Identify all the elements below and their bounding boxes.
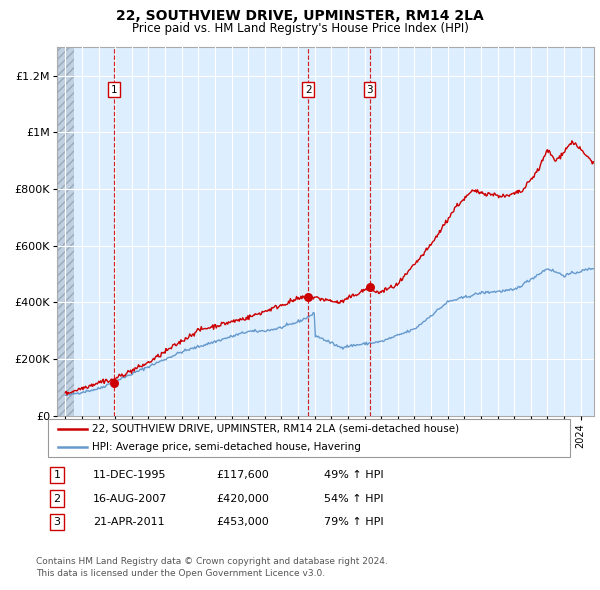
Text: 11-DEC-1995: 11-DEC-1995 xyxy=(93,470,167,480)
Text: £117,600: £117,600 xyxy=(216,470,269,480)
Text: 2: 2 xyxy=(53,494,61,503)
Text: 22, SOUTHVIEW DRIVE, UPMINSTER, RM14 2LA: 22, SOUTHVIEW DRIVE, UPMINSTER, RM14 2LA xyxy=(116,9,484,23)
Text: 22, SOUTHVIEW DRIVE, UPMINSTER, RM14 2LA (semi-detached house): 22, SOUTHVIEW DRIVE, UPMINSTER, RM14 2LA… xyxy=(92,424,460,434)
Text: 79% ↑ HPI: 79% ↑ HPI xyxy=(324,517,383,527)
Text: £420,000: £420,000 xyxy=(216,494,269,503)
Text: 2: 2 xyxy=(305,85,311,95)
FancyBboxPatch shape xyxy=(48,419,570,457)
Text: 54% ↑ HPI: 54% ↑ HPI xyxy=(324,494,383,503)
Bar xyxy=(57,47,74,416)
Text: 49% ↑ HPI: 49% ↑ HPI xyxy=(324,470,383,480)
Text: 1: 1 xyxy=(111,85,118,95)
Text: 3: 3 xyxy=(53,517,61,527)
Text: £453,000: £453,000 xyxy=(216,517,269,527)
Text: HPI: Average price, semi-detached house, Havering: HPI: Average price, semi-detached house,… xyxy=(92,442,361,453)
Text: Price paid vs. HM Land Registry's House Price Index (HPI): Price paid vs. HM Land Registry's House … xyxy=(131,22,469,35)
Text: 3: 3 xyxy=(366,85,373,95)
Text: 1: 1 xyxy=(53,470,61,480)
Text: 21-APR-2011: 21-APR-2011 xyxy=(93,517,164,527)
Text: Contains HM Land Registry data © Crown copyright and database right 2024.: Contains HM Land Registry data © Crown c… xyxy=(36,558,388,566)
Text: This data is licensed under the Open Government Licence v3.0.: This data is licensed under the Open Gov… xyxy=(36,569,325,578)
Text: 16-AUG-2007: 16-AUG-2007 xyxy=(93,494,167,503)
